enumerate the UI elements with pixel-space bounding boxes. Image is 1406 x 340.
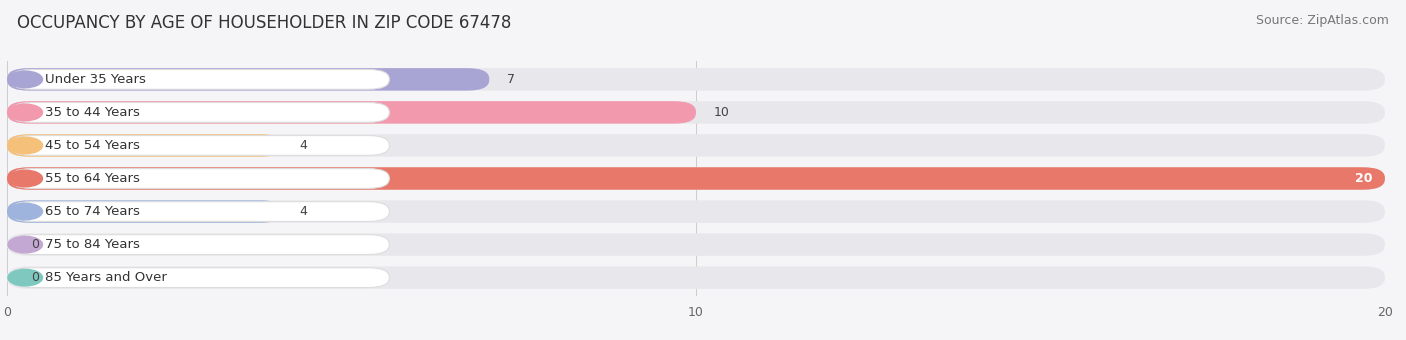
Text: 45 to 54 Years: 45 to 54 Years xyxy=(45,139,141,152)
Text: 0: 0 xyxy=(31,271,39,284)
FancyBboxPatch shape xyxy=(7,101,1385,124)
Circle shape xyxy=(8,269,42,286)
FancyBboxPatch shape xyxy=(10,103,389,122)
FancyBboxPatch shape xyxy=(10,202,389,221)
Text: 4: 4 xyxy=(299,139,308,152)
Text: 65 to 74 Years: 65 to 74 Years xyxy=(45,205,141,218)
Text: Under 35 Years: Under 35 Years xyxy=(45,73,146,86)
Circle shape xyxy=(8,137,42,154)
FancyBboxPatch shape xyxy=(7,101,696,124)
Text: 35 to 44 Years: 35 to 44 Years xyxy=(45,106,141,119)
FancyBboxPatch shape xyxy=(7,267,1385,289)
FancyBboxPatch shape xyxy=(7,167,1385,190)
Text: 20: 20 xyxy=(1355,172,1372,185)
Text: 4: 4 xyxy=(299,205,308,218)
Text: Source: ZipAtlas.com: Source: ZipAtlas.com xyxy=(1256,14,1389,27)
Text: 55 to 64 Years: 55 to 64 Years xyxy=(45,172,141,185)
FancyBboxPatch shape xyxy=(7,200,283,223)
Circle shape xyxy=(8,236,42,253)
FancyBboxPatch shape xyxy=(7,134,283,157)
FancyBboxPatch shape xyxy=(7,233,1385,256)
Text: 0: 0 xyxy=(31,238,39,251)
Text: 85 Years and Over: 85 Years and Over xyxy=(45,271,167,284)
Circle shape xyxy=(8,71,42,88)
FancyBboxPatch shape xyxy=(7,167,1385,190)
Text: OCCUPANCY BY AGE OF HOUSEHOLDER IN ZIP CODE 67478: OCCUPANCY BY AGE OF HOUSEHOLDER IN ZIP C… xyxy=(17,14,512,32)
FancyBboxPatch shape xyxy=(10,235,389,254)
FancyBboxPatch shape xyxy=(10,136,389,155)
FancyBboxPatch shape xyxy=(10,69,389,89)
Circle shape xyxy=(8,203,42,220)
FancyBboxPatch shape xyxy=(10,268,389,288)
FancyBboxPatch shape xyxy=(7,200,1385,223)
FancyBboxPatch shape xyxy=(7,68,489,90)
Text: 75 to 84 Years: 75 to 84 Years xyxy=(45,238,141,251)
Text: 10: 10 xyxy=(713,106,730,119)
FancyBboxPatch shape xyxy=(7,68,1385,90)
FancyBboxPatch shape xyxy=(7,134,1385,157)
Circle shape xyxy=(8,104,42,121)
Text: 7: 7 xyxy=(506,73,515,86)
FancyBboxPatch shape xyxy=(10,169,389,188)
Circle shape xyxy=(8,170,42,187)
